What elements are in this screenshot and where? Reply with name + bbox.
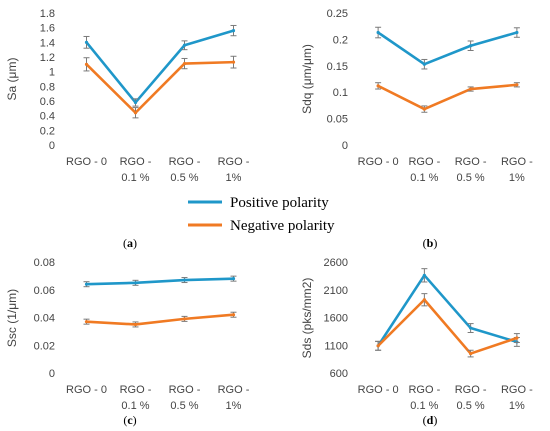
x-tick-label: RGO -0.5 % [169,384,201,412]
x-tick-label: RGO -0.1 % [408,384,440,412]
y-axis-label: Ssc (1/μm) [5,289,19,347]
y-tick-label: 0.08 [34,257,55,269]
y-axis-label: Sds (pks/mm2) [300,278,314,359]
negative-series-line [377,298,518,355]
data-point [182,43,187,47]
y-tick-label: 0.6 [40,96,55,108]
y-tick-label: 0.8 [40,81,55,93]
y-tick-label: 0.25 [327,8,348,20]
x-tick-label: RGO -1% [218,156,250,184]
y-tick-label: 2600 [324,257,348,269]
y-tick-label: 0.2 [333,34,348,46]
panel-label: (a) [123,236,137,250]
y-tick-label: 0.15 [327,61,348,73]
x-tick-label: RGO -1% [501,384,533,412]
data-point [231,60,236,64]
data-point [515,30,519,35]
data-point [469,87,473,91]
x-tick-label: RGO -0.5 % [455,384,487,412]
y-tick-label: 0 [49,140,55,152]
y-tick-label: 0.2 [40,125,55,137]
y-tick-label: 0.06 [34,285,55,297]
negative-series-line [85,60,234,115]
negative-series-line [377,83,517,111]
positive-series-line [85,29,234,104]
legend-negative-label: Negative polarity [230,218,335,234]
data-point [422,62,426,66]
x-tick-label: RGO -0.5 % [169,156,201,184]
data-point [231,29,236,33]
positive-series-line [377,274,518,347]
data-point [84,282,89,286]
data-point [231,313,236,317]
positive-series-line [86,277,234,286]
y-tick-label: 1600 [324,313,348,325]
panel-label: (c) [123,413,136,427]
data-point [469,326,473,330]
data-point [469,44,473,48]
legend-positive-label: Positive polarity [230,195,329,211]
y-tick-label: 1100 [324,340,348,352]
data-point [231,277,236,281]
data-point [422,298,426,302]
data-point [84,62,89,66]
y-tick-label: 600 [330,368,348,380]
chart-2: 0 0.05 0.1 0.15 0.2 0.25 Sdq (μm/μm) RGO - 0 RGO… [300,8,533,250]
y-tick-label: 2100 [324,285,348,297]
data-point [376,344,380,348]
chart-4: 600 1100 1600 2100 2600 Sds (pks/mm2) RGO - 0 R… [300,257,533,427]
data-point [133,281,138,285]
data-point [182,62,187,66]
chart-3: 0 0.02 0.04 0.06 0.08 Ssc (1/μm) RGO - 0 RGO -0… [5,257,250,427]
x-tick-label: RGO -0.1 % [120,384,152,412]
chart-1: 0 0.2 0.4 0.6 0.8 1 1.2 1.4 1.6 1.8 Sa (μm) RGO - 0… [5,8,250,250]
data-point [515,83,519,87]
x-tick-label: RGO -1% [501,156,533,184]
y-tick-label: 1.8 [40,8,55,20]
y-tick-label: 0.1 [333,87,348,99]
data-point [376,84,380,88]
legend: Positive polarity Negative polarity [188,195,335,234]
y-tick-label: 0 [49,368,55,380]
y-tick-label: 1.2 [40,52,55,64]
x-tick-label: RGO - 0 [66,156,107,168]
data-point [515,336,519,340]
x-tick-label: RGO - 0 [66,384,107,396]
data-point [133,322,138,327]
panel-label: (b) [423,236,438,250]
x-tick-label: RGO -1% [218,384,250,412]
data-point [133,100,138,105]
y-tick-label: 0.05 [327,114,348,126]
x-tick-label: RGO -0.1 % [120,156,152,184]
data-point [376,30,380,35]
negative-series-line [86,313,234,326]
data-point [84,40,89,44]
y-tick-label: 0.02 [34,340,55,352]
data-point [422,107,426,111]
y-tick-label: 1 [49,67,55,79]
y-tick-label: 1.4 [40,37,55,49]
x-tick-label: RGO - 0 [358,156,399,168]
data-point [182,317,187,321]
y-tick-label: 1.6 [40,23,55,35]
panel-label: (d) [423,413,438,427]
data-point [182,278,187,282]
y-tick-label: 0 [342,140,348,152]
x-tick-label: RGO -0.1 % [408,156,440,184]
y-axis-label: Sa (μm) [5,58,19,101]
x-tick-label: RGO -0.5 % [455,156,487,184]
data-point [469,351,473,356]
y-tick-label: 0.04 [34,313,55,325]
data-point [133,111,138,115]
y-axis-label: Sdq (μm/μm) [300,44,314,114]
positive-series-line [377,31,518,66]
data-point [84,320,89,324]
x-tick-label: RGO - 0 [358,384,399,396]
data-point [422,273,426,277]
y-tick-label: 0.4 [40,111,55,123]
